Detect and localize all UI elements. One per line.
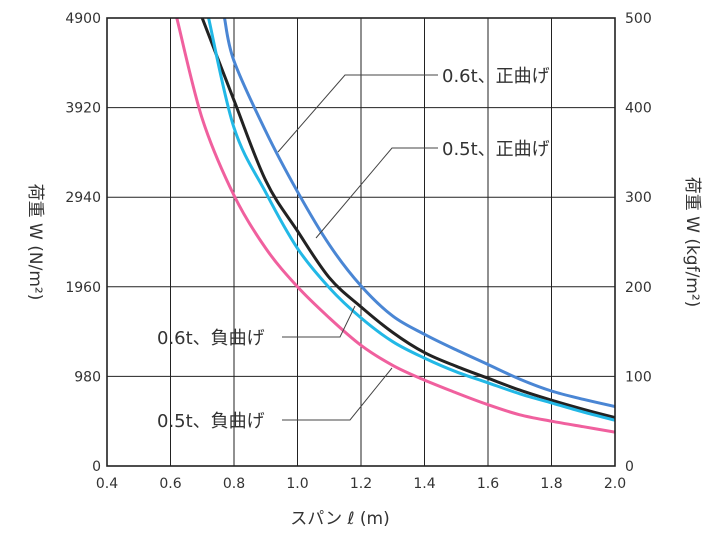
y-tick-label-left: 980 (74, 369, 101, 385)
x-tick-label: 1.4 (413, 476, 435, 492)
y-tick-label-left: 3920 (65, 101, 101, 117)
leader-06t-positive (277, 74, 438, 153)
y-tick-label-right: 200 (625, 280, 652, 296)
y-axis-title-right: 荷重 W (kgf/m²) (682, 177, 702, 308)
y-tick-label-left: 0 (92, 459, 101, 475)
callout-05t-positive: 0.5t、正曲げ (442, 139, 550, 160)
y-tick-label-left: 2940 (65, 190, 101, 206)
plot-frame (106, 17, 616, 467)
series-lines (175, 18, 615, 434)
y-tick-label-left: 1960 (65, 280, 101, 296)
x-tick-label: 0.4 (96, 476, 118, 492)
y-tick-label-right: 0 (625, 459, 634, 475)
y-tick-label-right: 300 (625, 190, 652, 206)
series-line-1 (200, 18, 615, 419)
series-line-2 (207, 18, 615, 422)
x-tick-label: 1.2 (350, 476, 372, 492)
series-line-0 (223, 18, 615, 409)
leader-06t-negative (282, 305, 356, 338)
x-tick-label: 1.0 (286, 476, 308, 492)
x-tick-label: 2.0 (604, 476, 626, 492)
y-tick-label-right: 500 (625, 11, 652, 27)
x-tick-label: 1.8 (540, 476, 562, 492)
x-tick-label: 0.8 (223, 476, 245, 492)
y-axis-title-left: 荷重 W (N/m²) (25, 184, 45, 301)
x-tick-label: 0.6 (159, 476, 181, 492)
x-axis-title: スパン ℓ (m) (290, 509, 390, 529)
grid (106, 17, 616, 467)
x-tick-label: 1.6 (477, 476, 499, 492)
callout-05t-negative: 0.5t、負曲げ (157, 411, 265, 432)
callout-06t-positive: 0.6t、正曲げ (442, 66, 550, 87)
series-line-3 (175, 18, 615, 434)
callout-06t-negative: 0.6t、負曲げ (157, 328, 265, 349)
leader-05t-negative (282, 367, 393, 421)
y-tick-label-left: 4900 (65, 11, 101, 27)
callout-leaders (277, 74, 438, 421)
y-tick-label-right: 100 (625, 369, 652, 385)
leader-05t-positive (315, 147, 438, 239)
y-tick-label-right: 400 (625, 101, 652, 117)
